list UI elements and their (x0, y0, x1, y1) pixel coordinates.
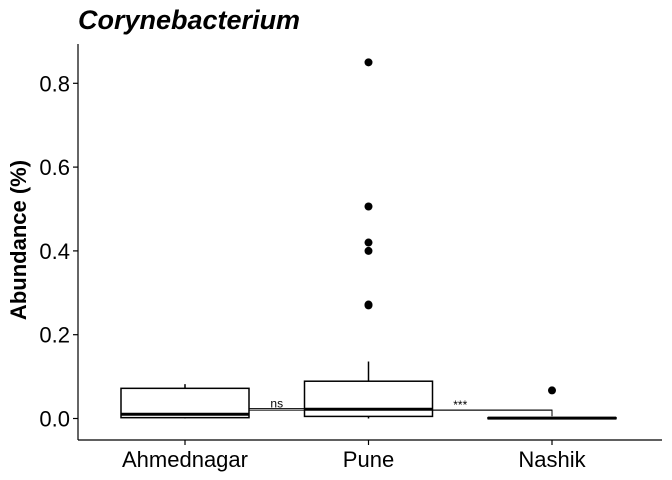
y-tick-label: 0.0 (39, 407, 70, 432)
x-tick-label: Nashik (518, 447, 586, 472)
y-tick-label: 0.2 (39, 323, 70, 348)
y-axis-label: Abundance (%) (6, 160, 31, 320)
x-tick-label: Ahmednagar (122, 447, 248, 472)
outlier-point (364, 58, 373, 67)
outlier-point (548, 386, 556, 395)
outlier-point (364, 300, 373, 309)
outlier-point (364, 238, 373, 247)
significance-label: *** (453, 398, 467, 412)
significance-label: ns (270, 396, 283, 410)
outlier-point (364, 246, 373, 255)
y-tick-label: 0.4 (39, 239, 70, 264)
chart-title: Corynebacterium (78, 5, 300, 35)
plot-area: 0.0 0.2 0.4 0.6 0.8 Ahmednagar Pune Nashik ns ***… (39, 44, 662, 472)
outlier-point (364, 202, 373, 211)
box-ahmednagar (120, 387, 250, 419)
y-tick-label: 0.8 (39, 71, 70, 96)
y-tick-label: 0.6 (39, 155, 70, 180)
x-tick-label: Pune (343, 447, 394, 472)
box-pune (303, 380, 434, 418)
